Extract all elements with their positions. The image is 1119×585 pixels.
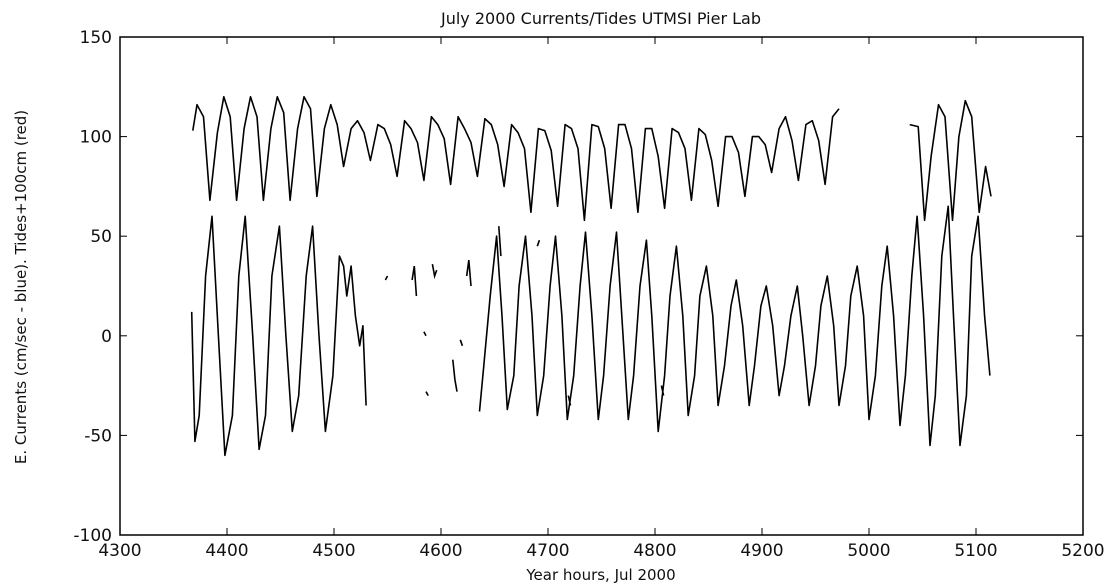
series-fragment-5 [431, 263, 438, 280]
series-fragment-11 [567, 395, 572, 406]
x-tick-label: 5100 [954, 541, 997, 561]
y-tick-label: 150 [80, 28, 112, 48]
series-fragment-1 [384, 275, 389, 281]
y-tick-label: -100 [73, 526, 112, 546]
series-segment-3 [190, 215, 367, 457]
series-fragment-2 [411, 265, 418, 297]
x-tick-label: 5200 [1061, 541, 1104, 561]
series-fragment-4 [425, 391, 429, 396]
series-fragment-9 [498, 226, 502, 257]
y-tick-label: 50 [90, 227, 112, 247]
series-fragment-7 [459, 339, 464, 347]
y-tick-label: -50 [84, 426, 112, 446]
series-fragment-6 [452, 359, 458, 392]
x-tick-label: 4600 [419, 541, 462, 561]
x-tick-label: 4400 [205, 541, 248, 561]
series-fragment-8 [465, 259, 472, 287]
series-fragment-3 [423, 331, 427, 337]
series-segment-2 [909, 99, 992, 222]
x-axis: 4300 4400 4500 4600 4700 4800 4900 5000 5100 5200 [98, 37, 1105, 561]
x-tick-label: 4500 [312, 541, 355, 561]
y-tick-label: 0 [101, 327, 112, 347]
plot-frame [119, 36, 1084, 536]
x-axis-title: Year hours, Jul 2000 [525, 566, 675, 584]
x-tick-label: 4800 [633, 541, 676, 561]
series-fragment-10 [536, 239, 541, 247]
x-tick-label: 4900 [740, 541, 783, 561]
series-fragment-12 [660, 385, 665, 396]
x-tick-label: 5000 [847, 541, 890, 561]
x-tick-label: 4300 [98, 541, 141, 561]
series-segment-4 [478, 205, 991, 447]
y-tick-label: 100 [80, 128, 112, 148]
x-tick-label: 4700 [526, 541, 569, 561]
axes: 4300 4400 4500 4600 4700 4800 4900 5000 5100 5200… [73, 28, 1104, 561]
data-series [190, 96, 992, 457]
series-segment-1 [192, 96, 840, 222]
y-axis: -100 -50 0 50 100 150 [73, 28, 1083, 546]
y-axis-title: E. Currents (cm/sec - blue). Tides+100cm… [12, 110, 30, 464]
chart-title: July 2000 Currents/Tides UTMSI Pier Lab [440, 9, 761, 28]
